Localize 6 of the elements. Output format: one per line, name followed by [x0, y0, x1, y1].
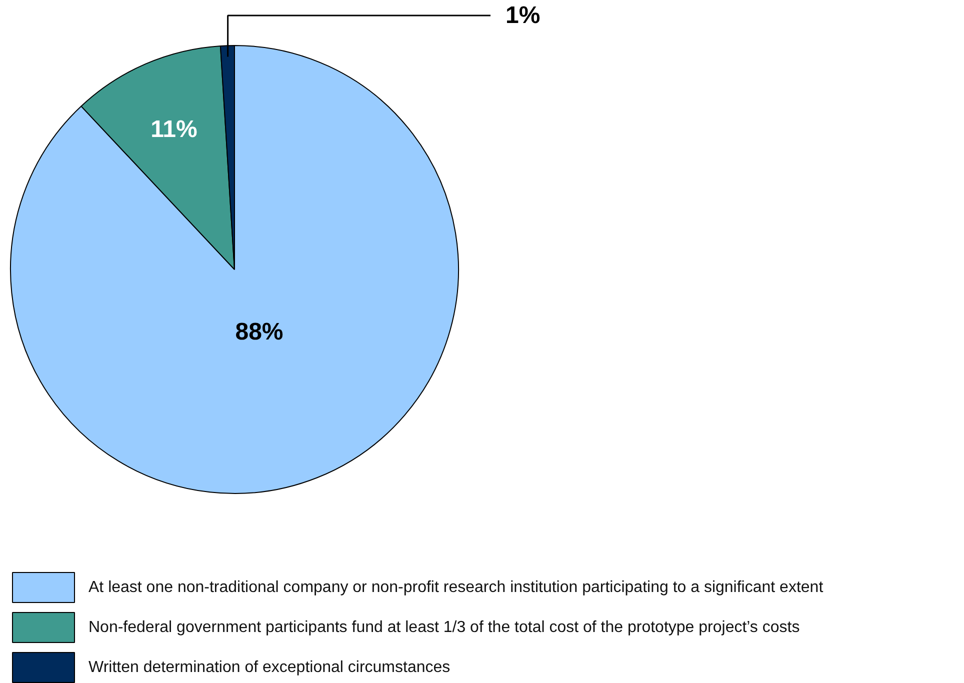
legend-label: Non-federal government participants fund at least 1/3 of the total cost of the prototype project’s costs — [88, 619, 800, 636]
data-label: 1% — [506, 2, 540, 29]
data-label: 11% — [150, 116, 198, 144]
legend-label: Written determination of exceptional circumstances — [88, 659, 450, 676]
legend-label: At least one non-traditional company or non-profit research institution participating to a significant extent — [88, 579, 824, 596]
data-label: 88% — [235, 318, 284, 346]
